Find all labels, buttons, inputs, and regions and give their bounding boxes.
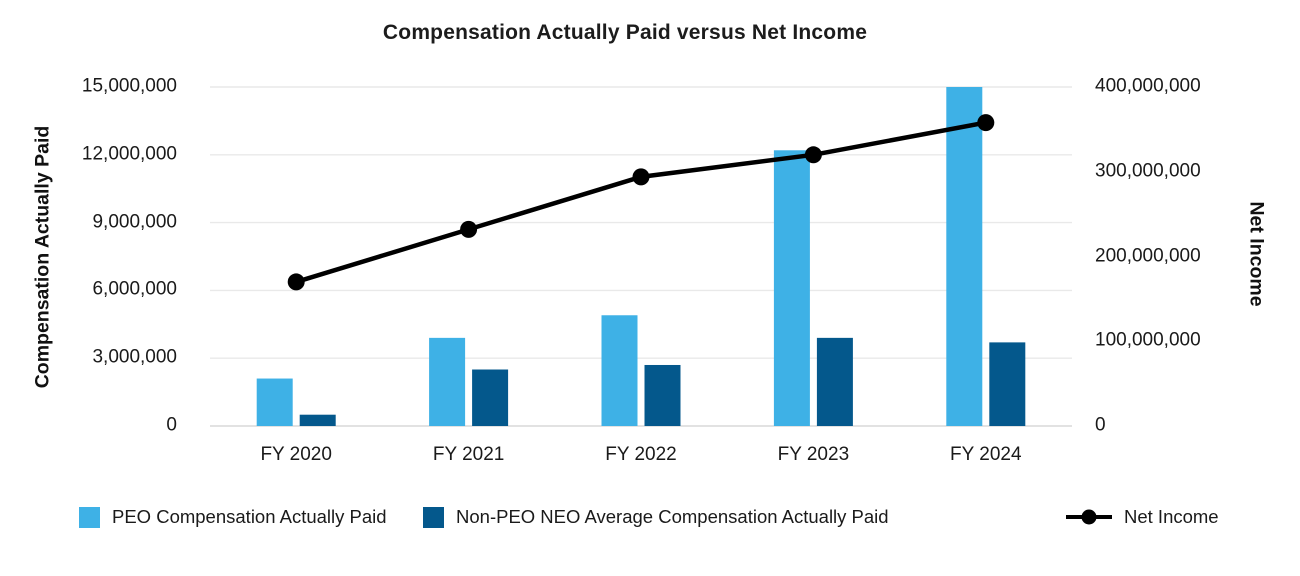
legend-item-non-peo: Non-PEO NEO Average Compensation Actuall… (423, 506, 889, 528)
net-income-point-fy-2023 (804, 146, 822, 164)
non-peo-legend-swatch (423, 506, 444, 528)
x-axis-label: FY 2020 (260, 444, 332, 465)
bar-non-peo-fy-2024 (989, 342, 1026, 426)
left-axis-tick: 0 (166, 414, 177, 436)
chart-title: Compensation Actually Paid versus Net In… (382, 21, 868, 44)
net-income-point-fy-2022 (632, 168, 650, 186)
left-axis-tick: 12,000,000 (81, 143, 177, 165)
bar-non-peo-fy-2020 (299, 414, 336, 426)
x-axis-label: FY 2024 (950, 444, 1022, 465)
peo-legend-swatch (79, 506, 100, 528)
right-axis-tick: 200,000,000 (1095, 245, 1201, 267)
legend-item-net-income: Net Income (1066, 506, 1219, 528)
x-axis-label: FY 2021 (432, 444, 505, 465)
bar-peo-fy-2021 (429, 337, 466, 426)
left-axis-tick: 6,000,000 (92, 278, 177, 300)
non-peo-legend-label: Non-PEO NEO Average Compensation Actuall… (456, 506, 889, 527)
bar-non-peo-fy-2022 (644, 364, 681, 426)
bar-peo-fy-2024 (946, 87, 983, 426)
net-income-point-fy-2021 (460, 220, 478, 238)
left-axis-tick: 3,000,000 (92, 346, 177, 368)
bar-peo-fy-2022 (601, 315, 638, 426)
right-axis-title: Net Income (1245, 201, 1268, 307)
peo-legend-label: PEO Compensation Actually Paid (112, 506, 387, 527)
x-axis-label: FY 2022 (605, 444, 677, 465)
net-income-point-fy-2020 (287, 273, 305, 291)
bar-peo-fy-2023 (773, 150, 810, 426)
legend-item-peo: PEO Compensation Actually Paid (79, 506, 387, 528)
net-income-legend-label: Net Income (1124, 506, 1219, 527)
bar-non-peo-fy-2023 (816, 337, 853, 426)
left-axis-tick: 9,000,000 (92, 211, 177, 233)
left-axis-tick: 15,000,000 (81, 75, 177, 97)
net-income-point-fy-2024 (977, 114, 995, 132)
right-axis-tick: 100,000,000 (1095, 329, 1201, 351)
right-axis-tick: 300,000,000 (1095, 160, 1201, 182)
bar-peo-fy-2020 (256, 378, 293, 426)
x-axis-label: FY 2023 (777, 444, 850, 465)
left-axis-title: Compensation Actually Paid (31, 125, 54, 389)
bar-non-peo-fy-2021 (472, 369, 509, 426)
net-income-line-marker-icon (1066, 509, 1112, 525)
net-income-line (293, 120, 989, 285)
right-axis-tick: 400,000,000 (1095, 75, 1201, 97)
right-axis-tick: 0 (1095, 414, 1106, 436)
